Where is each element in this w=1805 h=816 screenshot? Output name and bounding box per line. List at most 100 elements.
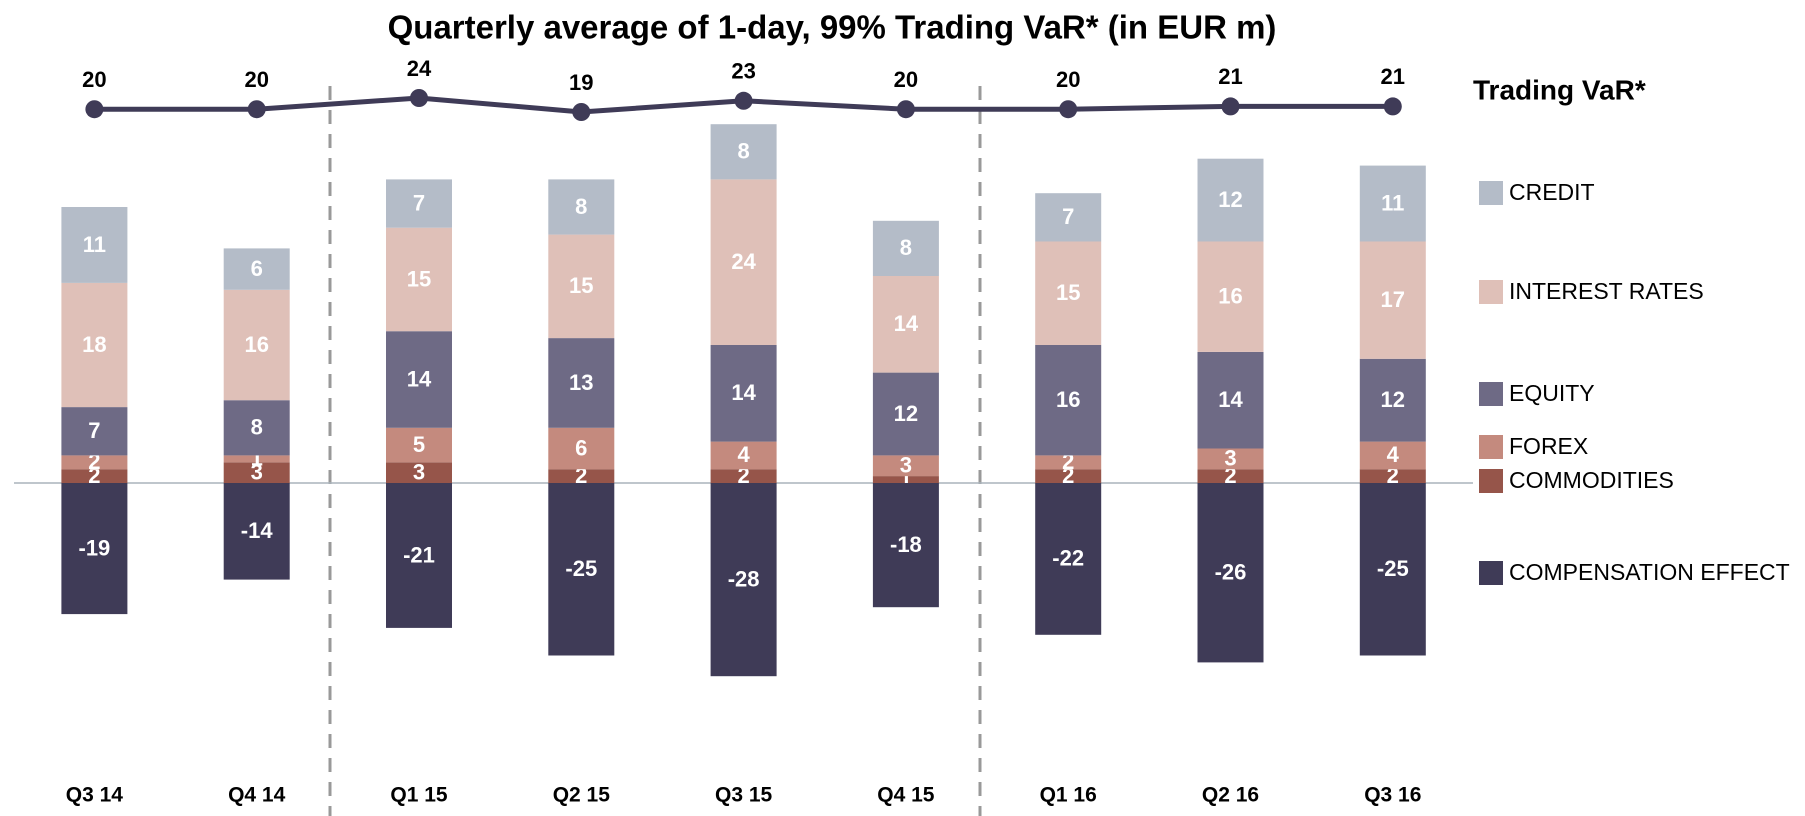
line-point bbox=[247, 100, 266, 119]
value-label: 15 bbox=[1056, 280, 1080, 305]
bar-segment bbox=[61, 469, 128, 483]
bar-segment bbox=[710, 179, 777, 345]
bar-segment bbox=[223, 289, 290, 401]
bar-segment bbox=[872, 276, 939, 373]
chart-title: Quarterly average of 1-day, 99% Trading … bbox=[388, 9, 1277, 46]
bar-segment bbox=[61, 282, 128, 408]
bar-segment bbox=[548, 469, 615, 483]
value-label: 19 bbox=[569, 70, 593, 95]
bar-segment bbox=[386, 462, 452, 483]
bar-segment bbox=[1035, 241, 1102, 345]
bar-segment bbox=[710, 441, 777, 470]
bar-segment bbox=[710, 483, 777, 677]
value-label: 8 bbox=[737, 139, 749, 164]
value-label: 8 bbox=[251, 415, 263, 440]
bar-segment bbox=[223, 483, 290, 580]
value-label: 16 bbox=[244, 332, 268, 357]
bar-segment bbox=[386, 227, 452, 332]
bar-segment bbox=[1035, 345, 1102, 456]
value-label: 11 bbox=[1381, 190, 1404, 215]
bar-segment bbox=[386, 427, 452, 463]
value-label: 3 bbox=[1224, 446, 1236, 471]
legend-label: Trading VaR* bbox=[1473, 74, 1646, 105]
value-label: 20 bbox=[1056, 67, 1080, 92]
value-label: 3 bbox=[413, 459, 425, 484]
bar-segment bbox=[1035, 483, 1102, 635]
value-label: 14 bbox=[894, 311, 919, 336]
value-label: 6 bbox=[575, 435, 587, 460]
bar-segment bbox=[1197, 469, 1264, 483]
value-label: 14 bbox=[1218, 387, 1243, 412]
line-point bbox=[734, 91, 753, 110]
bar-segment bbox=[1197, 351, 1264, 449]
bar-segment bbox=[548, 483, 615, 656]
line-point bbox=[85, 100, 104, 119]
bar-segment bbox=[61, 407, 128, 456]
bar-segment bbox=[1359, 165, 1426, 242]
x-tick-label: Q2 16 bbox=[1202, 784, 1259, 807]
bar-segment bbox=[386, 179, 452, 228]
value-label: 3 bbox=[900, 453, 912, 478]
bar-segment bbox=[1359, 469, 1426, 483]
value-label: 3 bbox=[251, 459, 263, 484]
bar-segment bbox=[548, 179, 615, 235]
legend-label: FOREX bbox=[1509, 433, 1588, 459]
value-label: 21 bbox=[1218, 64, 1242, 89]
x-tick-label: Q1 15 bbox=[390, 784, 448, 807]
bar-segment bbox=[1359, 483, 1426, 656]
value-label: 24 bbox=[731, 249, 756, 274]
legend-label: COMPENSATION EFFECT bbox=[1509, 559, 1790, 585]
bar-segment bbox=[1197, 158, 1264, 242]
bar-segment bbox=[61, 207, 128, 283]
bar-segment bbox=[710, 124, 777, 180]
legend-swatch bbox=[1479, 469, 1503, 493]
bar-segment bbox=[386, 331, 452, 428]
value-label: -25 bbox=[565, 556, 597, 581]
value-label: 16 bbox=[1056, 387, 1080, 412]
value-label: 23 bbox=[731, 59, 755, 84]
legend-label: COMMODITIES bbox=[1509, 467, 1674, 493]
bar-segment bbox=[548, 338, 615, 428]
legend-swatch bbox=[1479, 382, 1503, 406]
bar-segment bbox=[1035, 455, 1102, 470]
bar-segment bbox=[548, 427, 615, 470]
value-label: 14 bbox=[407, 366, 432, 391]
value-label: 24 bbox=[407, 56, 432, 81]
value-label: 12 bbox=[1218, 187, 1242, 212]
bar-segment bbox=[1359, 358, 1426, 442]
x-tick-label: Q2 15 bbox=[553, 784, 611, 807]
value-label: 7 bbox=[88, 418, 100, 443]
bar-segment bbox=[872, 455, 939, 477]
value-label: -26 bbox=[1215, 560, 1247, 585]
legend-swatch bbox=[1479, 561, 1503, 585]
bar-segment bbox=[223, 455, 290, 463]
value-label: -19 bbox=[79, 535, 111, 560]
bar-segment bbox=[1359, 441, 1426, 470]
bar-segment bbox=[710, 469, 777, 483]
bar-segment bbox=[548, 234, 615, 339]
value-label: 6 bbox=[251, 256, 263, 281]
bar-segment bbox=[1359, 241, 1426, 359]
bar-segment bbox=[223, 400, 290, 456]
x-tick-label: Q4 14 bbox=[228, 784, 286, 807]
value-label: 17 bbox=[1381, 287, 1405, 312]
legend-swatch bbox=[1479, 181, 1503, 205]
bar-segment bbox=[223, 462, 290, 483]
bar-segment bbox=[872, 483, 939, 608]
value-label: 8 bbox=[900, 235, 912, 260]
bar-segment bbox=[872, 372, 939, 456]
bar-segment bbox=[61, 455, 128, 470]
value-label: 14 bbox=[731, 380, 756, 405]
value-label: 7 bbox=[413, 190, 425, 215]
line-point bbox=[410, 89, 428, 107]
value-label: 11 bbox=[83, 232, 106, 257]
x-tick-label: Q1 16 bbox=[1040, 784, 1097, 807]
line-point bbox=[1059, 100, 1078, 119]
value-label: 20 bbox=[244, 67, 268, 92]
bar-segment bbox=[386, 483, 452, 628]
value-label: 16 bbox=[1218, 284, 1242, 309]
bar-segment bbox=[872, 476, 939, 483]
value-label: 8 bbox=[575, 194, 587, 219]
x-tick-label: Q4 15 bbox=[877, 784, 935, 807]
